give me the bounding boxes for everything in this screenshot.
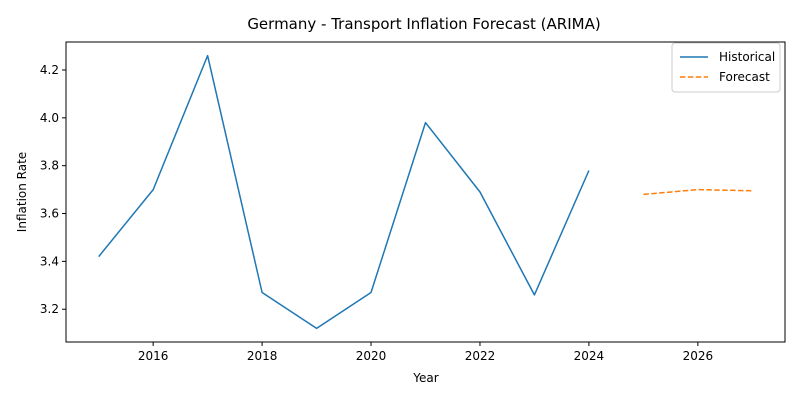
y-tick-label: 4.0 [40, 111, 59, 125]
x-tick-label: 2026 [683, 349, 714, 363]
x-axis: 2016 2018 2020 2022 2024 2026 [138, 342, 713, 363]
y-tick-label: 3.4 [40, 254, 59, 268]
y-axis: 3.2 3.4 3.6 3.8 4.0 4.2 [40, 63, 66, 316]
series-line-historical [98, 54, 590, 330]
y-tick-label: 4.2 [40, 63, 59, 77]
y-axis-label: Inflation Rate [15, 152, 29, 232]
legend-label: Forecast [719, 70, 770, 84]
x-tick-label: 2018 [247, 349, 278, 363]
plot-frame [65, 41, 786, 343]
series-line-forecast [643, 188, 753, 196]
x-tick-label: 2016 [138, 349, 169, 363]
legend-frame [671, 42, 781, 93]
x-tick-label: 2020 [356, 349, 387, 363]
chart-title: Germany - Transport Inflation Forecast (… [247, 15, 600, 33]
x-tick-label: 2022 [465, 349, 496, 363]
x-tick-label: 2024 [574, 349, 605, 363]
y-tick-label: 3.8 [40, 159, 59, 173]
series-layer [98, 54, 753, 330]
y-tick-label: 3.2 [40, 302, 59, 316]
legend-label: Historical [719, 50, 775, 64]
x-axis-label: Year [412, 371, 438, 385]
legend: Historical Forecast [671, 42, 781, 93]
y-tick-label: 3.6 [40, 207, 59, 221]
